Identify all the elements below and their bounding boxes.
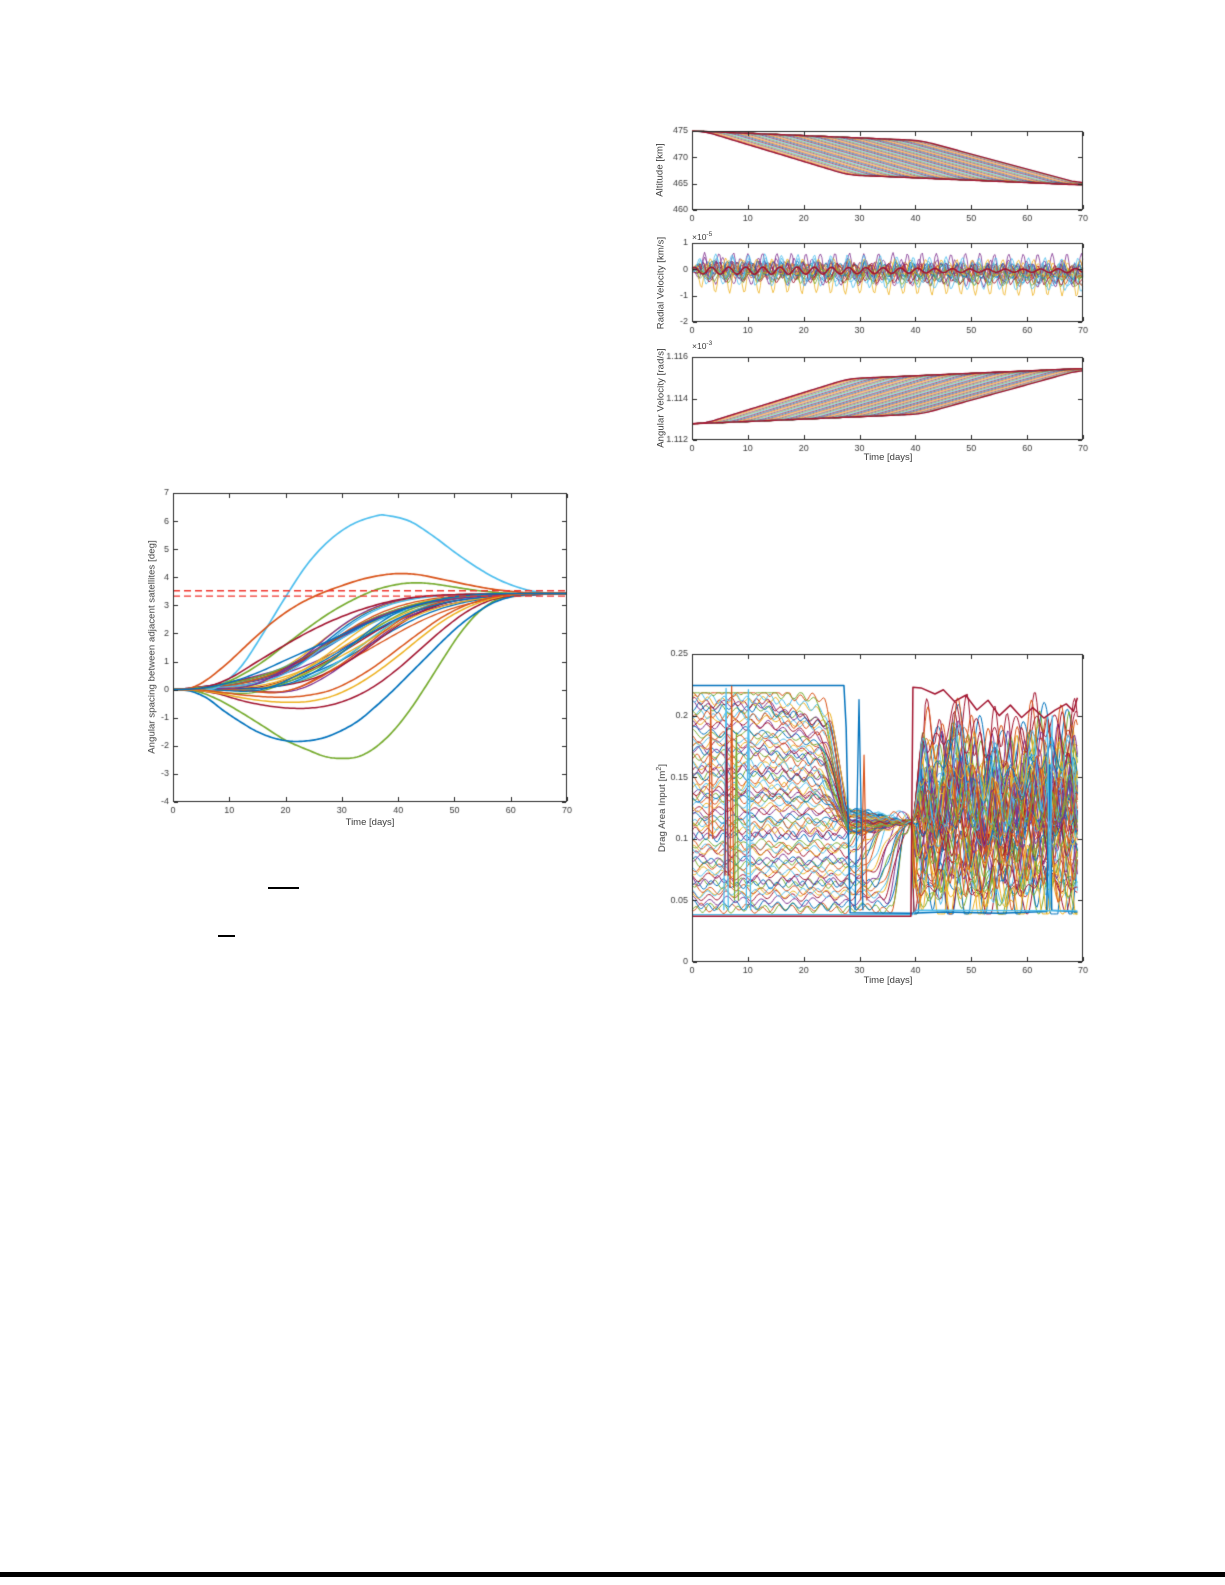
exponent-mantissa: ×10 xyxy=(692,231,707,242)
exponent-mantissa: ×10 xyxy=(692,340,707,351)
page-bottom-rule xyxy=(0,1572,1225,1577)
angular-spacing-xlabel: Time [days] xyxy=(345,817,395,828)
drag-area-chart-canvas xyxy=(640,640,1100,990)
radial-velocity-exponent-label: ×10-5 xyxy=(692,231,712,242)
drag-ylabel-superscript: 2 xyxy=(655,766,663,771)
angular-spacing-chart-canvas xyxy=(140,478,580,833)
radial-velocity-ylabel: Radial Velocity [km/s] xyxy=(655,236,667,330)
drag-ylabel-prefix: Drag Area Input [m xyxy=(657,770,669,853)
angular-velocity-exponent-label: ×10-3 xyxy=(692,340,712,351)
angular-spacing-ylabel: Angular spacing between adjacent satelli… xyxy=(146,540,158,754)
drag-area-xlabel: Time [days] xyxy=(863,975,913,986)
drag-area-ylabel: Drag Area Input [m2] xyxy=(656,764,668,852)
angular-velocity-ylabel: Angular Velocity [rad/s] xyxy=(655,348,667,448)
exponent-power: -5 xyxy=(706,231,713,238)
exponent-power: -3 xyxy=(706,340,713,347)
drag-ylabel-suffix: ] xyxy=(657,763,669,767)
orbit-states-figure-canvas xyxy=(640,108,1100,468)
equation-fraction-bar-1 xyxy=(268,887,299,889)
altitude-ylabel: Altitude [km] xyxy=(654,143,666,197)
orbit-states-xlabel: Time [days] xyxy=(863,452,913,463)
equation-fraction-bar-2 xyxy=(218,935,235,937)
